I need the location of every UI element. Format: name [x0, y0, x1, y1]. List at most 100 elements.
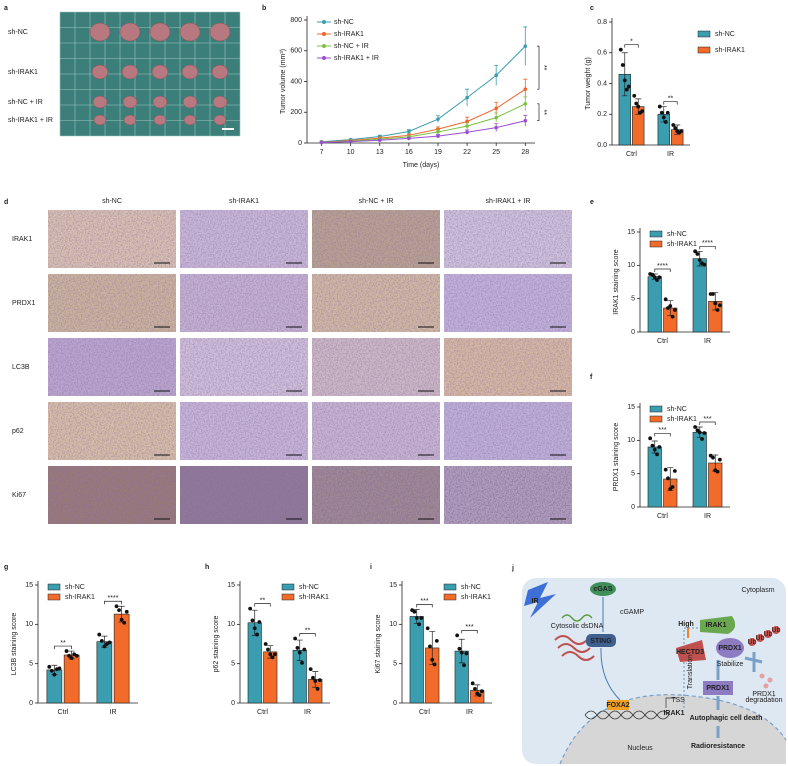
significance-label: *: [630, 39, 633, 46]
diagram-label: Radioresistance: [691, 743, 745, 750]
data-point: [117, 608, 121, 613]
data-point: [695, 252, 700, 256]
tumor: [182, 95, 198, 109]
panel-letter: h: [205, 564, 209, 571]
significance-bracket: [104, 600, 122, 605]
data-point: [432, 662, 437, 667]
ihc-texture: [312, 274, 440, 332]
nuclear-membrane: [559, 694, 787, 765]
data-point: [436, 134, 440, 138]
data-point: [657, 104, 662, 109]
series-line: [321, 120, 526, 144]
y-tick-label: 15: [627, 229, 635, 236]
ihc-texture: [48, 466, 176, 524]
significance-label: ****: [702, 240, 713, 247]
series-line: [321, 88, 526, 143]
y-tick-label: 0: [631, 504, 635, 511]
bar: [647, 446, 662, 508]
legend-label: sh-IRAK1: [461, 594, 491, 601]
pathway-diagram: [522, 578, 787, 765]
data-point: [652, 275, 657, 280]
data-point: [640, 109, 645, 114]
data-point: [648, 436, 653, 441]
y-axis-label: PRDX1 staining score: [613, 423, 620, 492]
cgas: [590, 582, 616, 596]
bar: [409, 616, 424, 704]
diagram-label: Stabilize: [717, 661, 744, 668]
data-point: [414, 616, 419, 620]
data-point: [494, 73, 498, 78]
data-point: [122, 620, 127, 625]
data-point: [315, 686, 320, 691]
tumor: [181, 64, 199, 80]
data-point: [250, 618, 255, 623]
legend-label: sh-NC: [667, 231, 687, 238]
data-point: [412, 609, 417, 614]
data-point: [715, 308, 720, 312]
data-point: [419, 616, 424, 620]
data-point: [464, 651, 469, 656]
row-label: sh-IRAK1 + IR: [8, 117, 53, 124]
data-point: [711, 455, 715, 460]
data-point: [257, 620, 262, 624]
data-point: [263, 642, 268, 646]
panel-letter: d: [4, 199, 8, 206]
x-tick-label: 7: [320, 149, 324, 156]
data-point: [702, 431, 707, 435]
data-point: [114, 604, 119, 609]
data-point: [407, 129, 411, 134]
data-point: [700, 437, 704, 441]
significance-label: ***: [658, 427, 666, 434]
ihc-texture: [180, 210, 308, 268]
data-point: [436, 117, 440, 121]
data-point: [523, 118, 528, 123]
panel-letter: e: [590, 199, 594, 206]
legend-marker: [322, 20, 326, 24]
y-tick-label: 0.4: [597, 80, 607, 87]
ihc-texture: [444, 466, 572, 524]
y-axis-label: Ki67 staining score: [375, 614, 382, 673]
prdx1-shape: [716, 638, 744, 658]
tumor: [123, 114, 137, 126]
data-point: [665, 110, 670, 115]
data-point: [672, 308, 677, 312]
tumor: [149, 22, 171, 42]
data-point: [620, 63, 625, 67]
error-bar: [621, 52, 628, 97]
significance-bracket: [537, 45, 540, 90]
panel-letter: g: [4, 564, 8, 571]
bar: [96, 641, 113, 704]
data-point: [308, 667, 313, 672]
data-point: [711, 292, 715, 296]
data-point: [102, 644, 107, 649]
data-point: [655, 452, 659, 457]
y-axis-label: Tumor volume (mm³): [280, 49, 287, 114]
column-header: sh-IRAK1 + IR: [486, 198, 531, 205]
legend-label: sh-IRAK1: [299, 594, 329, 601]
data-point: [255, 632, 259, 637]
data-point: [97, 632, 102, 637]
data-point: [99, 638, 104, 643]
x-tick-label: 19: [434, 149, 442, 156]
row-label: sh-NC + IR: [8, 99, 43, 106]
significance-bracket: [54, 645, 72, 650]
tumor: [212, 95, 228, 109]
data-point: [634, 101, 639, 106]
legend-swatch: [47, 583, 61, 591]
ihc-texture: [48, 274, 176, 332]
x-tick-label: 10: [347, 149, 355, 156]
x-tick-label: Ctrl: [419, 709, 430, 716]
y-tick-label: 10: [627, 437, 635, 444]
data-point: [270, 655, 275, 660]
tumor: [121, 64, 139, 80]
ihc-texture: [312, 466, 440, 524]
diagram-label: FOXA2: [606, 702, 629, 709]
significance-bracket: [699, 245, 716, 250]
legend-label: sh-IRAK1: [334, 31, 364, 38]
tumor: [211, 64, 229, 80]
data-point: [702, 262, 707, 267]
series-line: [321, 45, 526, 143]
legend-swatch: [47, 593, 61, 601]
significance-bracket: [654, 268, 671, 272]
y-tick-label: 5: [631, 296, 635, 303]
